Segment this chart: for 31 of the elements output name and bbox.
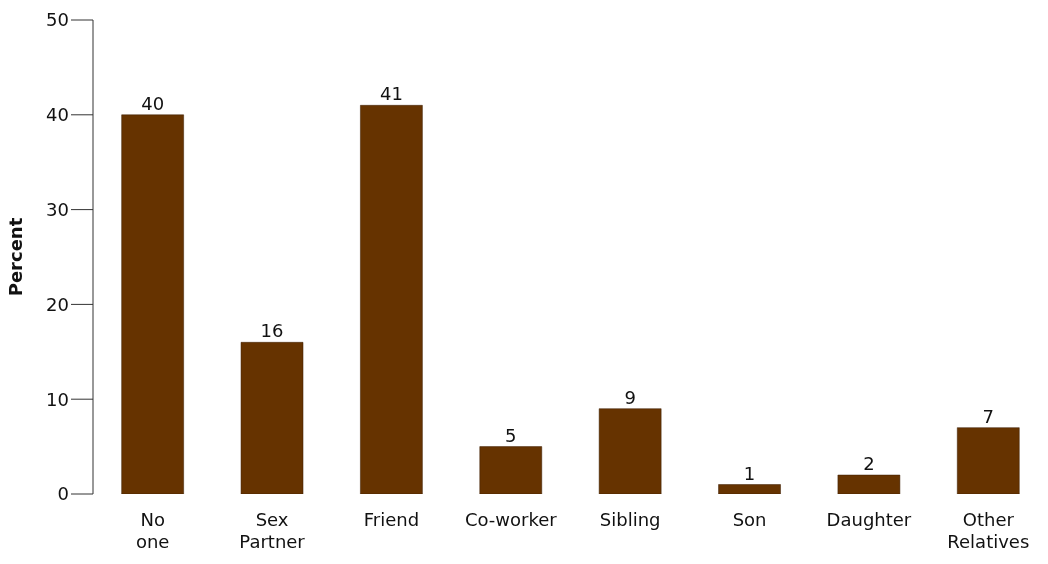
y-tick-label: 40 <box>46 104 69 126</box>
y-tick-label: 0 <box>57 483 69 505</box>
y-tick-label: 50 <box>46 9 69 31</box>
x-tick-label: Sex Partner <box>239 509 306 552</box>
x-tick-label: Co-worker <box>464 509 558 530</box>
data-label: 5 <box>505 424 517 446</box>
y-tick-label: 30 <box>46 198 69 220</box>
data-label: 40 <box>141 92 165 114</box>
bar <box>240 342 304 494</box>
x-tick-label: Other Relatives <box>947 509 1030 552</box>
bar <box>121 114 184 494</box>
data-label: 2 <box>863 453 875 475</box>
y-axis-title: Percent <box>5 217 27 297</box>
data-label: 41 <box>379 83 403 105</box>
y-tick-label: 20 <box>46 293 69 315</box>
bar <box>718 484 781 494</box>
x-tick-label: No one <box>135 509 170 552</box>
bar <box>957 427 1020 494</box>
data-label: 1 <box>743 462 756 484</box>
y-tick-label: 10 <box>46 388 69 410</box>
x-tick-label: Daughter <box>826 509 912 530</box>
data-label: 16 <box>260 320 284 342</box>
bar <box>360 105 423 494</box>
x-tick-label: Sibling <box>599 509 661 530</box>
bar <box>479 446 543 494</box>
bar <box>837 474 901 494</box>
bar <box>598 408 662 494</box>
data-label: 7 <box>982 405 994 427</box>
x-tick-label: Son <box>732 509 767 530</box>
x-tick-label: Friend <box>363 509 420 530</box>
data-label: 9 <box>624 386 636 408</box>
